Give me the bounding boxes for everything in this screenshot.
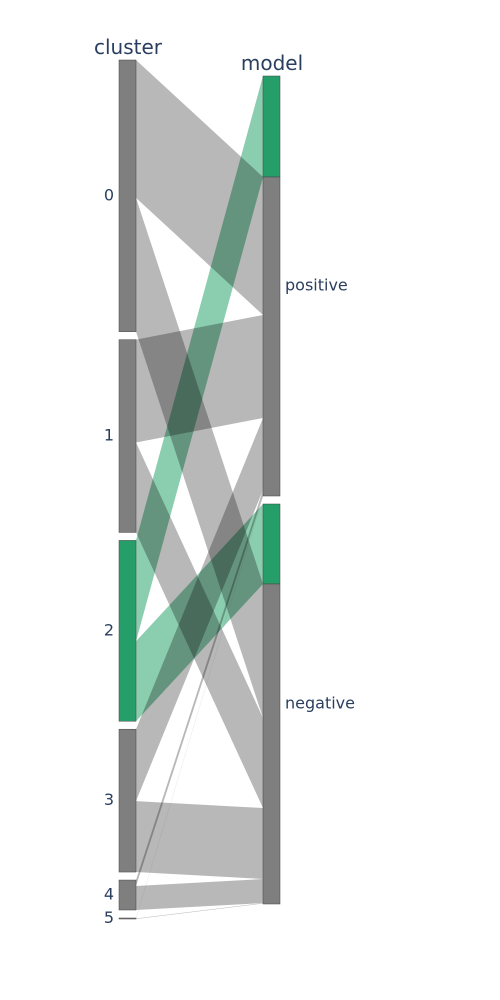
flow-5-to-negative[interactable] [136,903,263,919]
flow-4-to-negative[interactable] [136,879,263,911]
flow-3-to-negative[interactable] [136,801,263,879]
category-label-cluster-4: 4 [104,885,114,904]
category-bar-model-positive-highlight[interactable] [262,75,281,178]
flows-layer [136,60,263,919]
flow-2-to-positive[interactable] [136,76,263,642]
bars-layer [118,59,281,920]
category-bar-model-positive[interactable] [262,176,281,497]
category-bar-model-negative[interactable] [262,583,281,905]
labels-layer: 0 1 2 3 4 5 cluster positive negative model [94,35,355,927]
category-bar-cluster-5[interactable] [118,917,137,920]
category-bar-cluster-4[interactable] [118,879,137,911]
category-bar-model-negative-highlight[interactable] [262,503,281,585]
category-label-model-positive: positive [285,276,348,295]
category-label-cluster-2: 2 [104,620,114,639]
category-label-cluster-5: 5 [104,908,114,927]
category-bar-cluster-1[interactable] [118,339,137,533]
category-bar-cluster-3[interactable] [118,728,137,873]
category-label-cluster-3: 3 [104,790,114,809]
category-bar-cluster-2-highlight[interactable] [118,540,137,722]
category-label-model-negative: negative [285,694,355,713]
category-label-cluster-1: 1 [104,426,114,445]
flow-2-to-negative[interactable] [136,504,263,722]
dimension-title-cluster: cluster [94,35,163,59]
dimension-title-model: model [241,51,303,75]
category-bar-cluster-0[interactable] [118,59,137,332]
category-label-cluster-0: 0 [104,185,114,204]
